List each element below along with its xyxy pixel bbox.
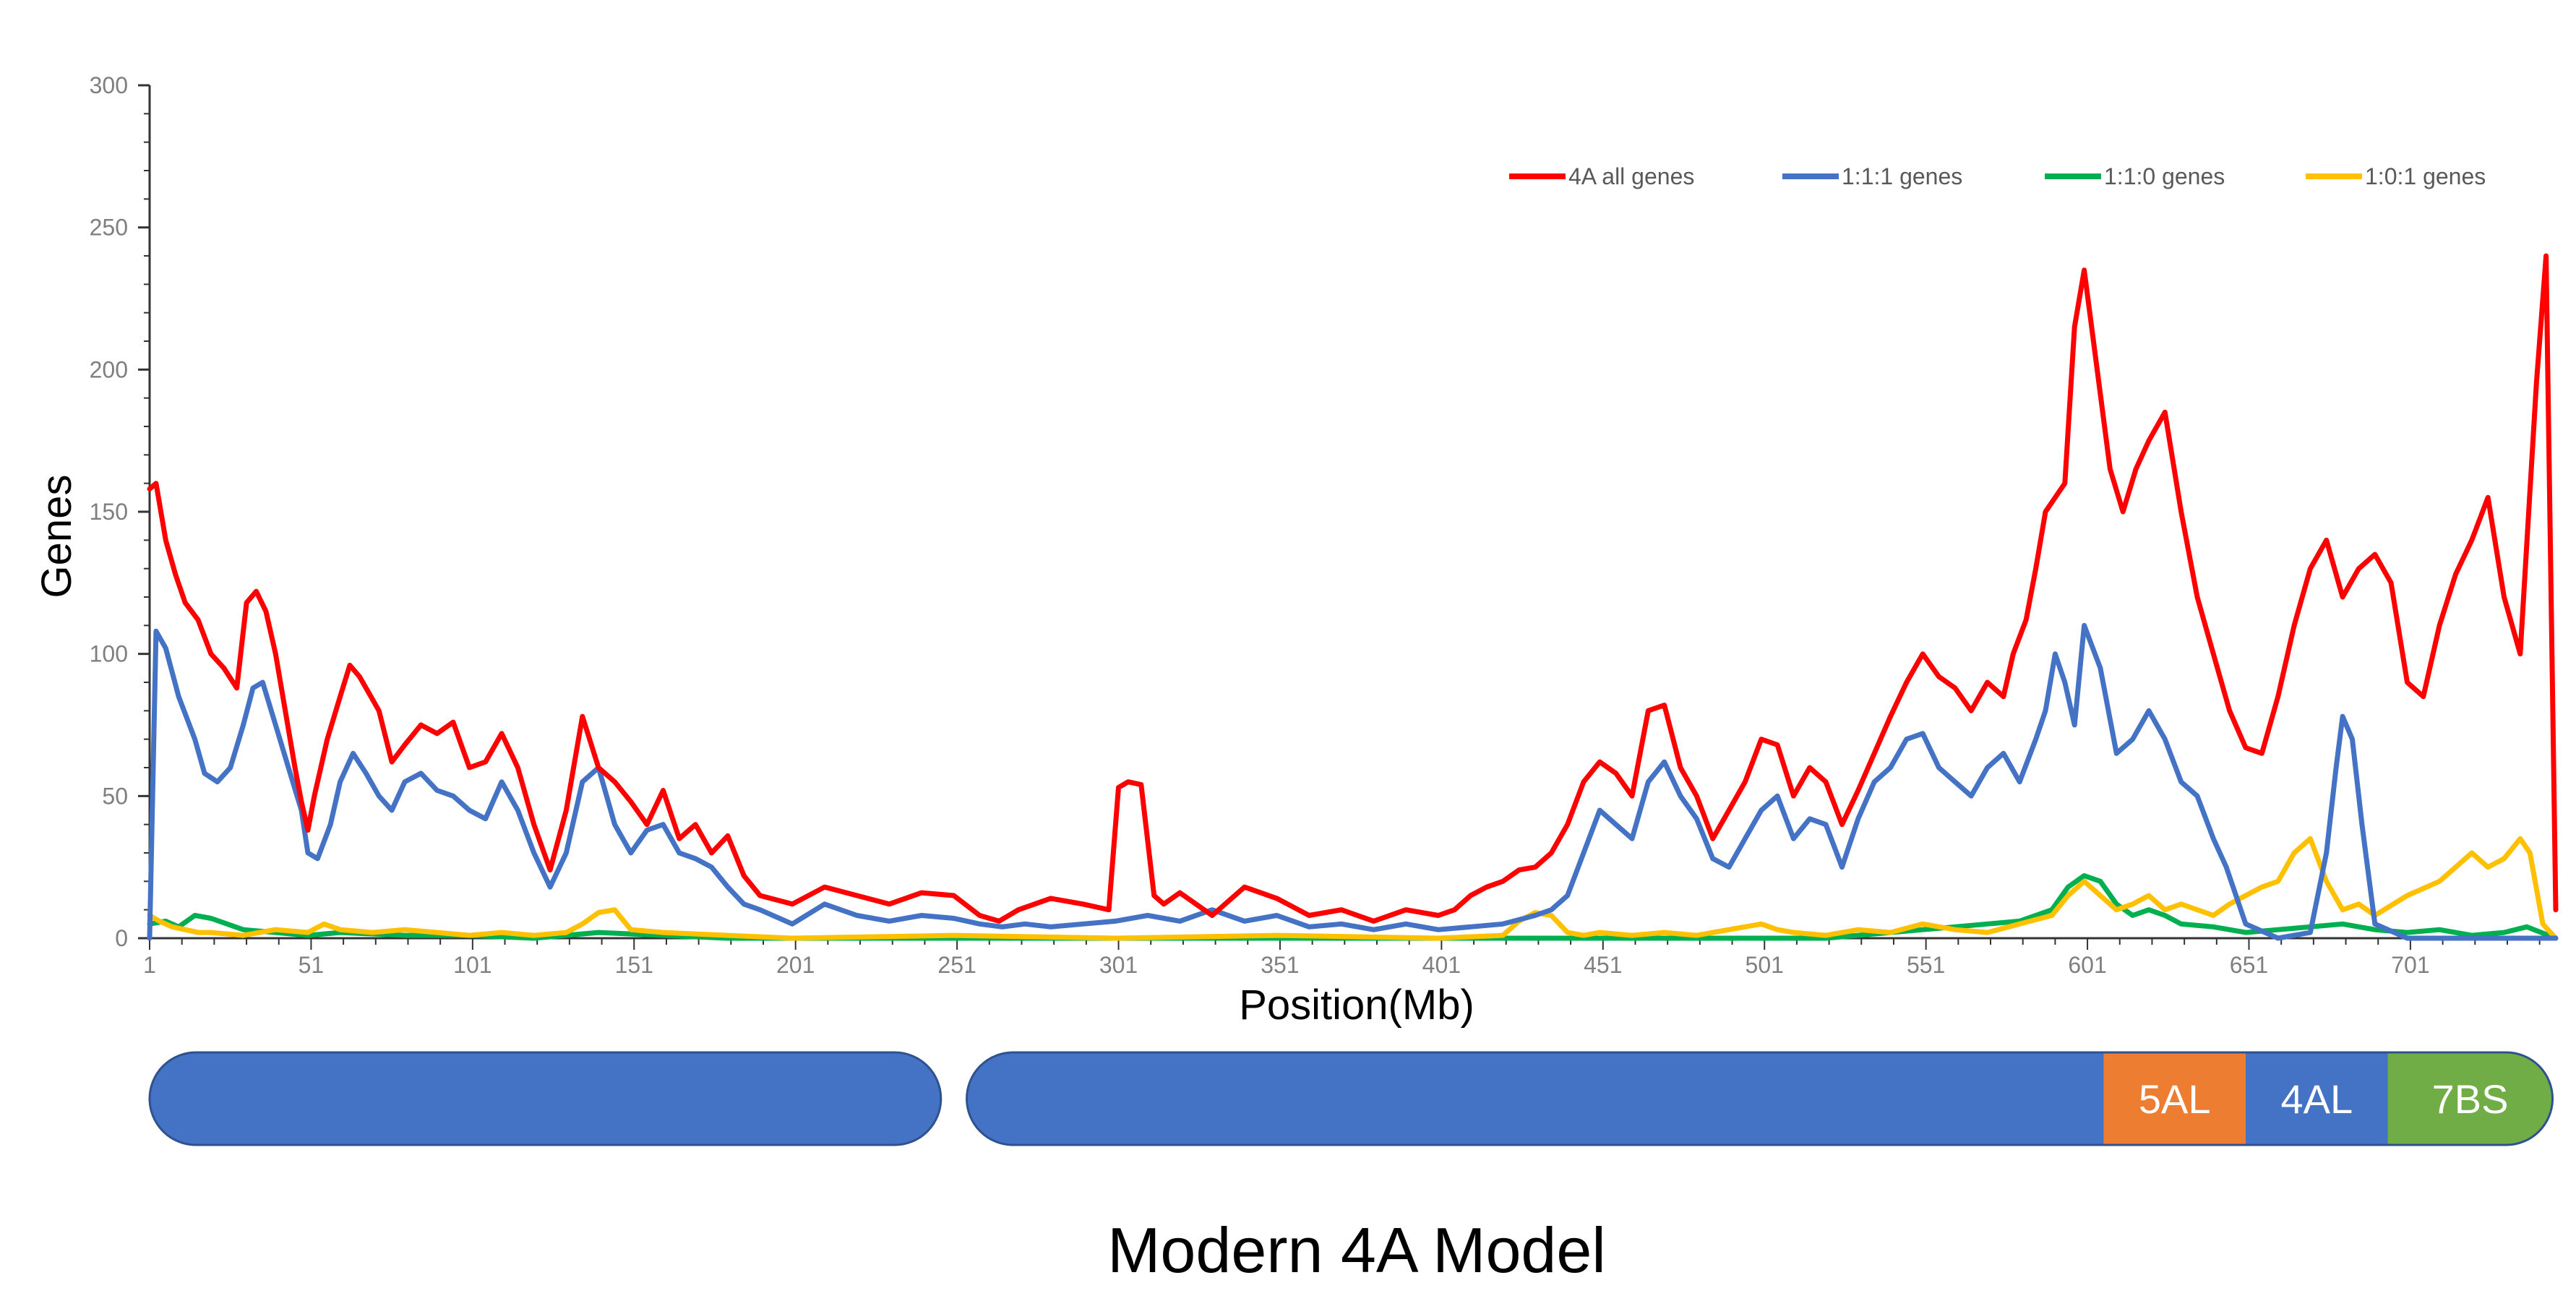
series-line-4a-all-genes bbox=[147, 253, 2559, 924]
legend-label: 1:1:1 genes bbox=[1842, 163, 1962, 189]
x-tick-label: 251 bbox=[937, 952, 976, 978]
series-line-1-1-1-genes bbox=[147, 622, 2559, 941]
y-tick-label: 0 bbox=[115, 925, 128, 951]
x-tick-label: 351 bbox=[1261, 952, 1299, 978]
x-tick-label: 401 bbox=[1422, 952, 1461, 978]
segment-label: 4AL bbox=[2281, 1076, 2353, 1122]
chromosome-ideogram: 5AL 4AL 7BS bbox=[148, 1051, 2554, 1146]
x-axis-label: Position(Mb) bbox=[1239, 982, 1474, 1029]
y-tick-label: 150 bbox=[90, 499, 128, 525]
y-tick-label: 300 bbox=[90, 72, 128, 98]
chromosome-short-arm bbox=[148, 1051, 943, 1146]
x-tick-label: 601 bbox=[2068, 952, 2106, 978]
x-tick-label: 1 bbox=[143, 952, 156, 978]
legend-label: 1:1:0 genes bbox=[2104, 163, 2225, 189]
chromosome-segment-5al bbox=[2103, 1052, 2247, 1145]
chromosome-long-arm bbox=[966, 1052, 2105, 1145]
figure-title: Modern 4A Model bbox=[1107, 1214, 1606, 1286]
x-tick-label: 51 bbox=[299, 952, 325, 978]
chromosome-segment-4al bbox=[2246, 1052, 2389, 1145]
chromosome-segment-7bs bbox=[2387, 1052, 2553, 1145]
x-tick-label: 701 bbox=[2391, 952, 2429, 978]
y-axis-label: Genes bbox=[33, 475, 80, 598]
x-tick-label: 451 bbox=[1584, 952, 1622, 978]
x-tick-label: 551 bbox=[1907, 952, 1945, 978]
x-tick-label: 301 bbox=[1099, 952, 1138, 978]
legend: 4A all genes 1:1:1 genes 1:1:0 genes 1:0:1 … bbox=[1509, 163, 2486, 189]
x-tick-label: 501 bbox=[1746, 952, 1784, 978]
x-tick-label: 151 bbox=[615, 952, 653, 978]
series-line-1-1-0-genes bbox=[147, 873, 2559, 941]
legend-label: 4A all genes bbox=[1568, 163, 1694, 189]
chromosome-long-arm-outline bbox=[966, 1051, 2554, 1146]
x-tick-label: 651 bbox=[2230, 952, 2268, 978]
x-tick-label: 101 bbox=[453, 952, 491, 978]
y-tick-label: 200 bbox=[90, 356, 128, 382]
y-tick-label: 50 bbox=[102, 783, 128, 809]
x-tick-label: 201 bbox=[776, 952, 815, 978]
x-axis: 1 51 101 151 201 251 301 351 401 451 501 551 601 651 7… bbox=[143, 937, 2556, 978]
segment-label: 5AL bbox=[2139, 1076, 2211, 1122]
legend-label: 1:0:1 genes bbox=[2365, 163, 2486, 189]
segment-label: 7BS bbox=[2432, 1076, 2509, 1122]
y-tick-label: 100 bbox=[90, 641, 128, 667]
y-tick-label: 250 bbox=[90, 215, 128, 241]
series-layer bbox=[147, 253, 2559, 941]
y-axis: 0 50 100 150 200 250 300 bbox=[90, 72, 151, 951]
